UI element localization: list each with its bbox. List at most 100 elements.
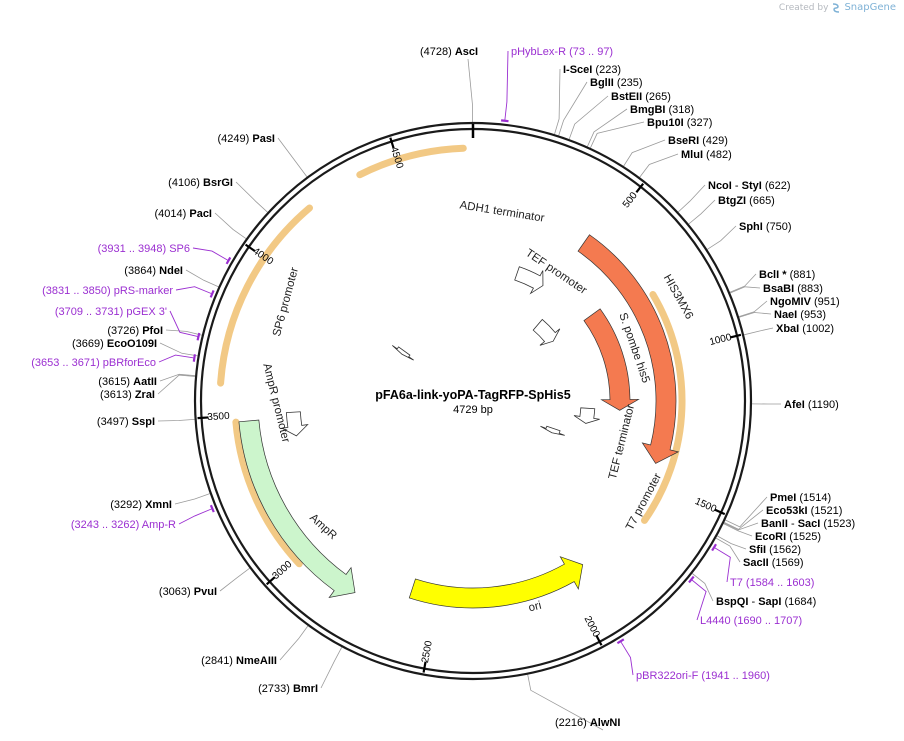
enzyme-leader-line xyxy=(174,493,210,505)
enzyme-name: BmrI xyxy=(293,683,318,695)
enzyme-site[interactable]: BstEII (265) xyxy=(611,91,671,103)
enzyme-name: AfeI xyxy=(784,399,805,411)
enzyme-site[interactable]: PmeI (1514) xyxy=(770,492,831,504)
primer-range: (1584 .. 1603) xyxy=(746,577,815,589)
primer-name: pBR322ori-F xyxy=(636,670,701,682)
enzyme-site[interactable]: (3615) AatII xyxy=(98,376,157,388)
enzyme-leader-line xyxy=(157,374,196,395)
enzyme-label: BseRI (429) xyxy=(668,135,728,147)
enzyme-leader-line xyxy=(279,625,309,661)
enzyme-site[interactable]: BmgBI (318) xyxy=(630,104,694,116)
scale-tick-label: 3500 xyxy=(207,411,230,423)
primer-site[interactable]: pHybLex-R (73 .. 97) xyxy=(511,46,613,58)
enzyme-site[interactable]: NgoMIV (951) xyxy=(770,296,840,308)
enzyme-label: SacII (1569) xyxy=(743,557,804,569)
enzyme-site[interactable]: (3613) ZraI xyxy=(100,389,155,401)
enzyme-leader-line xyxy=(725,496,768,528)
enzyme-position: (3864) xyxy=(124,265,159,277)
enzyme-site[interactable]: (2733) BmrI xyxy=(258,683,318,695)
primer-range: (3653 .. 3671) xyxy=(31,357,103,369)
enzyme-site[interactable]: BseRI (429) xyxy=(668,135,728,147)
enzyme-site[interactable]: (4249) PasI xyxy=(218,133,276,145)
enzyme-separator: - xyxy=(748,596,758,608)
enzyme-site[interactable]: SfiI (1562) xyxy=(749,544,801,556)
enzyme-site[interactable]: I-SceI (223) xyxy=(563,64,621,76)
enzyme-name: AlwNI xyxy=(590,717,621,729)
enzyme-leader-line xyxy=(688,199,716,225)
enzyme-position: (4249) xyxy=(218,133,253,145)
enzyme-label: MluI (482) xyxy=(681,149,732,161)
enzyme-leader-line xyxy=(730,286,761,294)
enzyme-position: (235) xyxy=(614,77,643,89)
enzyme-position: (1523) xyxy=(820,518,855,530)
enzyme-site[interactable]: BtgZI (665) xyxy=(718,195,775,207)
enzyme-name-2: SapI xyxy=(758,596,781,608)
enzyme-site[interactable]: BspQI - SapI (1684) xyxy=(716,596,816,608)
enzyme-site[interactable]: NcoI - StyI (622) xyxy=(708,180,791,192)
enzyme-site[interactable]: NaeI (953) xyxy=(774,309,826,321)
enzyme-site[interactable]: SacII (1569) xyxy=(743,557,804,569)
enzyme-site[interactable]: (3726) PfoI xyxy=(107,325,163,337)
enzyme-site[interactable]: (3292) XmnI xyxy=(110,499,172,511)
enzyme-site[interactable]: (4014) PacI xyxy=(155,208,213,220)
enzyme-site[interactable]: Eco53kI (1521) xyxy=(766,505,842,517)
enzyme-site[interactable]: SphI (750) xyxy=(739,221,792,233)
primer-site[interactable]: (3653 .. 3671) pBRforEco xyxy=(31,357,156,369)
enzyme-name: BglII xyxy=(590,77,614,89)
enzyme-site[interactable]: (4728) AscI xyxy=(420,46,478,58)
primer-site[interactable]: (3243 .. 3262) Amp-R xyxy=(71,519,176,531)
enzyme-site[interactable]: BsaBI (883) xyxy=(763,283,823,295)
enzyme-site[interactable]: BglII (235) xyxy=(590,77,643,89)
enzyme-site[interactable]: (3063) PvuI xyxy=(159,586,217,598)
snapgene-logo-icon xyxy=(833,2,840,13)
primer-leader-line xyxy=(175,286,212,294)
scale-tick-label: 4500 xyxy=(388,145,405,170)
enzyme-site[interactable]: (2841) NmeAIII xyxy=(201,655,277,667)
scale-tick-label: 3000 xyxy=(270,559,294,582)
primer-site[interactable]: (3931 .. 3948) SP6 xyxy=(98,243,190,255)
enzyme-leader-line xyxy=(527,674,604,731)
enzyme-position: (3669) xyxy=(72,338,107,350)
primer-leader-line xyxy=(178,508,212,525)
his3mx6-arrow xyxy=(577,234,680,464)
enzyme-label: (4014) PacI xyxy=(155,208,213,220)
enzyme-site[interactable]: XbaI (1002) xyxy=(776,323,834,335)
pombe-his5-arrow xyxy=(583,308,640,411)
enzyme-position: (2841) xyxy=(201,655,236,667)
primer-mark xyxy=(711,543,717,552)
scale-tick xyxy=(635,183,645,194)
enzyme-position: (1002) xyxy=(799,323,834,335)
primer-mark xyxy=(616,638,625,645)
enzyme-site[interactable]: (3864) NdeI xyxy=(124,265,183,277)
enzyme-name: I-SceI xyxy=(563,64,592,76)
enzyme-site[interactable]: (2216) AlwNI xyxy=(555,717,620,729)
enzyme-position: (1190) xyxy=(805,399,839,411)
primer-name: pRS-marker xyxy=(114,285,174,297)
enzyme-position: (883) xyxy=(794,283,823,295)
enzyme-site[interactable]: (3669) EcoO109I xyxy=(72,338,157,350)
scale-tick xyxy=(595,635,603,646)
enzyme-site[interactable]: (3497) SspI xyxy=(97,416,155,428)
enzyme-position: (953) xyxy=(797,309,826,321)
enzyme-site[interactable]: AfeI (1190) xyxy=(784,399,839,411)
enzyme-site[interactable]: EcoRI (1525) xyxy=(755,531,821,543)
primer-site[interactable]: T7 (1584 .. 1603) xyxy=(730,577,814,589)
enzyme-label: (2841) NmeAIII xyxy=(201,655,277,667)
enzyme-site[interactable]: BclI * (881) xyxy=(759,269,815,281)
enzyme-leader-line xyxy=(219,567,250,592)
enzyme-site[interactable]: BanII - SacI (1523) xyxy=(761,518,855,530)
enzyme-site[interactable]: Bpu10I (327) xyxy=(647,117,712,129)
tef-promoter-arrow xyxy=(532,318,561,346)
scale-tick-label: 2500 xyxy=(420,640,435,664)
enzyme-site[interactable]: MluI (482) xyxy=(681,149,732,161)
enzyme-leader-line xyxy=(467,58,474,122)
primer-site[interactable]: L4440 (1690 .. 1707) xyxy=(700,615,802,627)
enzyme-leader-line xyxy=(729,273,757,293)
primer-site[interactable]: pBR322ori-F (1941 .. 1960) xyxy=(636,670,770,682)
enzyme-position: (2733) xyxy=(258,683,293,695)
primer-site[interactable]: (3709 .. 3731) pGEX 3' xyxy=(55,306,167,318)
primer-site[interactable]: (3831 .. 3850) pRS-marker xyxy=(42,285,173,297)
enzyme-leader-line xyxy=(677,184,706,213)
enzyme-position: (1569) xyxy=(769,557,804,569)
enzyme-site[interactable]: (4106) BsrGI xyxy=(168,177,233,189)
